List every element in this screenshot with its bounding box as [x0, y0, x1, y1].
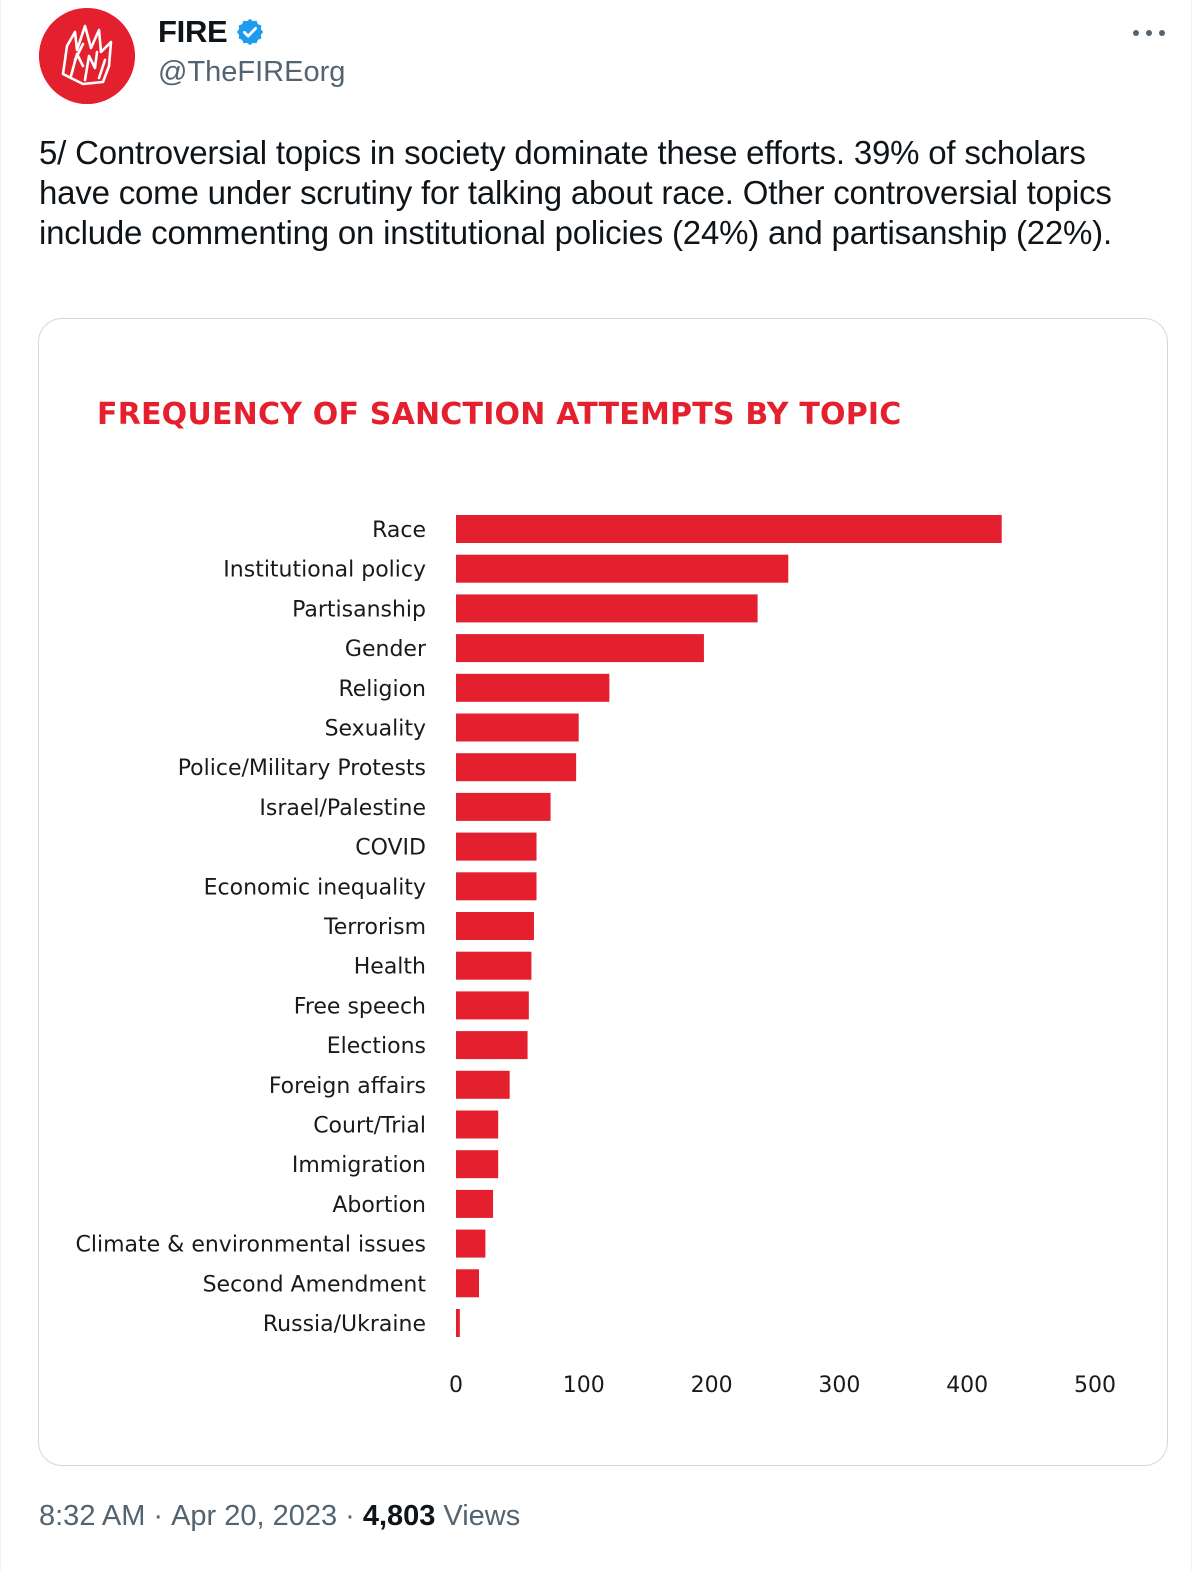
- category-label: Israel/Palestine: [259, 796, 426, 821]
- bar: [456, 713, 579, 742]
- category-label: Race: [372, 518, 426, 543]
- tweet-meta: 8:32 AM · Apr 20, 2023 · 4,803 Views: [39, 1500, 520, 1533]
- bar: [456, 515, 1002, 543]
- bar: [456, 594, 758, 623]
- bar: [456, 1150, 499, 1179]
- bar: [456, 872, 537, 901]
- bar-chart: Race Institutional policy Partisanship Gend…: [76, 515, 1116, 1398]
- avatar[interactable]: [39, 8, 135, 104]
- category-label: Climate & environmental issues: [76, 1233, 426, 1258]
- x-tick-label: 200: [691, 1373, 733, 1398]
- author-row: FIRE: [158, 14, 265, 50]
- chart-title: FREQUENCY OF SANCTION ATTEMPTS BY TOPIC: [97, 397, 902, 432]
- media-image[interactable]: FREQUENCY OF SANCTION ATTEMPTS BY TOPIC …: [38, 318, 1168, 1466]
- bar: [456, 634, 704, 663]
- category-label: Terrorism: [323, 915, 426, 940]
- bar: [456, 1269, 480, 1298]
- tweet-date[interactable]: Apr 20, 2023: [171, 1500, 338, 1532]
- x-tick-label: 0: [449, 1373, 463, 1398]
- dot-icon: [1146, 30, 1152, 36]
- bar: [456, 554, 789, 583]
- x-tick-label: 400: [946, 1373, 988, 1398]
- bar: [456, 832, 537, 861]
- category-label: Foreign affairs: [269, 1074, 426, 1099]
- category-label: Elections: [327, 1034, 426, 1059]
- bar: [456, 792, 551, 821]
- separator: ·: [345, 1500, 355, 1532]
- category-label: Economic inequality: [204, 875, 426, 900]
- x-tick-label: 300: [818, 1373, 860, 1398]
- category-label: COVID: [355, 836, 426, 861]
- bar: [456, 673, 610, 702]
- category-label: Partisanship: [292, 597, 426, 622]
- bar: [456, 912, 534, 940]
- fire-logo-icon: [39, 8, 135, 104]
- dot-icon: [1133, 30, 1139, 36]
- views-label: Views: [443, 1500, 521, 1532]
- bar: [456, 753, 577, 782]
- x-tick-label: 100: [563, 1373, 605, 1398]
- bar: [456, 1031, 528, 1060]
- dot-icon: [1159, 30, 1165, 36]
- category-label: Sexuality: [325, 717, 426, 742]
- bar: [456, 1110, 499, 1139]
- views-count[interactable]: 4,803: [362, 1500, 436, 1532]
- category-label: Immigration: [292, 1153, 426, 1178]
- x-tick-label: 500: [1074, 1373, 1116, 1398]
- category-label: Free speech: [294, 994, 426, 1019]
- category-label: Gender: [345, 637, 427, 662]
- category-label: Russia/Ukraine: [263, 1312, 426, 1337]
- tweet-time[interactable]: 8:32 AM: [39, 1500, 146, 1532]
- category-label: Institutional policy: [223, 558, 426, 583]
- tweet-text: 5/ Controversial topics in society domin…: [39, 134, 1112, 251]
- separator: ·: [153, 1500, 164, 1532]
- bar: [456, 1070, 510, 1099]
- verified-badge-icon: [237, 18, 264, 46]
- category-label: Health: [354, 955, 426, 980]
- more-options-icon[interactable]: [1129, 20, 1169, 46]
- bar: [456, 1309, 460, 1337]
- bar: [456, 1229, 486, 1258]
- bar: [456, 951, 532, 980]
- category-label: Court/Trial: [313, 1114, 426, 1139]
- bar: [456, 991, 529, 1020]
- category-label: Police/Military Protests: [178, 756, 426, 781]
- category-label: Second Amendment: [203, 1272, 427, 1297]
- category-label: Abortion: [332, 1193, 426, 1218]
- handle[interactable]: @TheFIREorg: [158, 56, 346, 88]
- category-label: Religion: [338, 677, 426, 702]
- display-name[interactable]: FIRE: [158, 14, 228, 49]
- bar: [456, 1189, 494, 1218]
